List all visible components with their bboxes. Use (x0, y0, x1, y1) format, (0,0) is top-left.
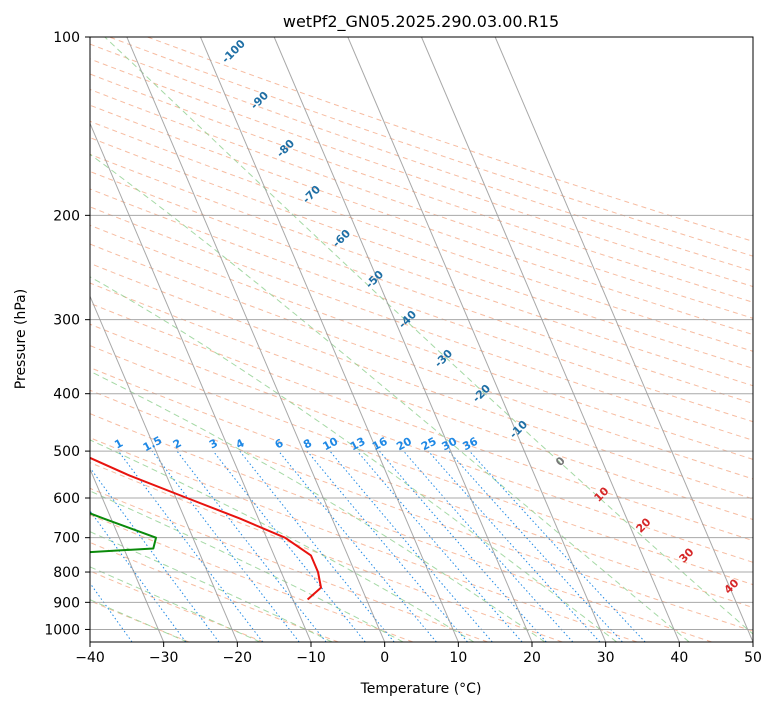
data-layer (0, 37, 321, 600)
dry-adiabat-line (0, 37, 488, 642)
mixing-ratio-line (330, 451, 492, 642)
moist-adiabat-line (0, 37, 403, 642)
mixing-ratio-label: 10 (321, 435, 341, 454)
dry-adiabat-label: -80 (274, 137, 297, 160)
dry-adiabat-line (0, 37, 413, 642)
line-label-layer: 0.10.20.40.611.52346810131620253036-100-… (0, 37, 742, 597)
mixing-ratio-line (213, 451, 365, 642)
x-tick-label: 0 (380, 650, 389, 666)
y-tick-label: 800 (53, 565, 80, 581)
mixing-ratio-line (78, 451, 219, 642)
mixing-ratio-label: 2 (171, 436, 184, 451)
y-tick-label: 200 (53, 208, 80, 224)
mixing-ratio-label: 20 (394, 435, 414, 454)
mixing-ratio-label: 0.2 (0, 434, 9, 455)
mixing-ratio-label: 25 (419, 435, 439, 454)
dry-adiabat-line (71, 37, 775, 642)
x-tick-label: 40 (670, 650, 688, 666)
dry-adiabat-label: -20 (470, 382, 493, 405)
isotherm-line (422, 37, 680, 642)
chart-title: wetPf2_GN05.2025.290.03.00.R15 (283, 12, 559, 32)
mixing-ratio-label: 16 (370, 434, 390, 453)
mixing-ratio-label: 30 (440, 435, 460, 454)
y-tick-label: 900 (53, 595, 80, 611)
mixing-ratio-label: 13 (348, 435, 368, 454)
mixing-ratio-line (404, 451, 573, 642)
dry-adiabat-label: -60 (330, 227, 353, 250)
moist-adiabat-label: 0 (553, 454, 568, 469)
dry-adiabat-label: -90 (248, 89, 271, 112)
x-tick-label: 10 (449, 650, 467, 666)
y-tick-label: 600 (53, 491, 80, 507)
dry-adiabat-label: -50 (363, 268, 386, 291)
mixing-ratio-line (307, 451, 467, 642)
mixing-ratio-label: 1 (112, 436, 125, 451)
mixing-ratio-line (279, 451, 437, 642)
isotherm-line (201, 37, 459, 642)
x-axis-label: Temperature (°C) (360, 681, 482, 697)
y-tick-label: 1000 (44, 622, 80, 638)
moist-adiabat-label: 30 (677, 545, 697, 565)
mixing-ratio-label: 3 (207, 436, 220, 451)
isotherm-line (348, 37, 606, 642)
x-tick-label: 50 (744, 650, 762, 666)
mixing-ratio-label: 8 (301, 436, 314, 451)
y-tick-label: 500 (53, 444, 80, 460)
mixing-ratio-line (470, 451, 646, 642)
temperature-profile-line (0, 37, 321, 600)
mixing-ratio-line (449, 451, 623, 642)
mixing-ratio-label: 36 (460, 434, 480, 453)
x-tick-label: 30 (597, 650, 615, 666)
mixing-ratio-line (177, 451, 326, 642)
dry-adiabat-line (0, 37, 562, 642)
y-tick-label: 100 (53, 30, 80, 46)
y-tick-label: 700 (53, 531, 80, 547)
dry-adiabat-label: -70 (300, 183, 323, 206)
y-tick-label: 300 (53, 313, 80, 329)
x-tick-label: −30 (149, 650, 179, 666)
x-tick-label: 20 (523, 650, 541, 666)
x-tick-label: −10 (296, 650, 326, 666)
x-tick-label: −20 (223, 650, 253, 666)
mixing-ratio-line (428, 451, 600, 642)
isotherm-line (127, 37, 385, 642)
moist-adiabat-label: 40 (722, 576, 742, 596)
moist-adiabat-label: 10 (592, 484, 612, 504)
moist-adiabat-label: 20 (634, 515, 654, 535)
dry-adiabat-label: -30 (432, 347, 455, 370)
x-tick-label: −40 (75, 650, 105, 666)
mixing-ratio-line (152, 451, 299, 642)
y-tick-label: 400 (53, 387, 80, 403)
dry-adiabat-line (33, 37, 775, 642)
mixing-ratio-line (240, 451, 394, 642)
plot-frame (90, 37, 753, 642)
mixing-ratio-label: 6 (273, 436, 286, 451)
dry-adiabat-label: -10 (507, 418, 530, 441)
dry-adiabat-line (0, 37, 264, 642)
y-axis-label: Pressure (hPa) (13, 289, 29, 389)
isotherm-line (495, 37, 753, 642)
dry-adiabat-label: -100 (219, 37, 248, 66)
mixing-ratio-label: 4 (234, 436, 247, 451)
